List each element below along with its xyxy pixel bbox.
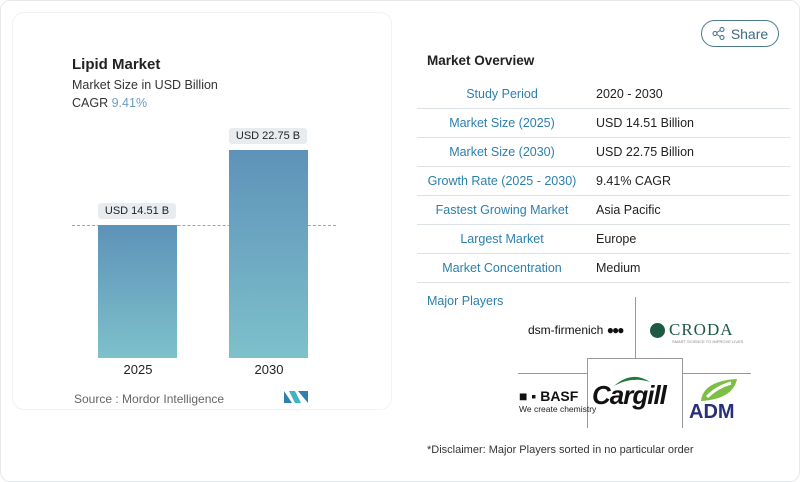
- overview-title: Market Overview: [427, 53, 535, 68]
- overview-row: Market Size (2030) USD 22.75 Billion: [417, 138, 790, 167]
- overview-key: Growth Rate (2025 - 2030): [427, 174, 577, 188]
- share-button[interactable]: Share: [701, 20, 779, 47]
- disclaimer: *Disclaimer: Major Players sorted in no …: [427, 444, 694, 456]
- chart-subtitle: Market Size in USD Billion: [72, 78, 218, 92]
- croda-logo: CRODA: [650, 320, 734, 340]
- overview-key: Market Size (2030): [449, 145, 555, 159]
- overview-row: Growth Rate (2025 - 2030) 9.41% CAGR: [417, 167, 790, 196]
- x-tick-label: 2030: [254, 362, 284, 377]
- overview-key: Market Size (2025): [449, 116, 555, 130]
- divider: [635, 297, 636, 358]
- cargill-box: [587, 358, 683, 428]
- overview-value: 2020 - 2030: [596, 87, 663, 101]
- mordor-logo-icon: [284, 391, 308, 403]
- bar-data-label: USD 22.75 B: [229, 128, 307, 144]
- adm-logo: ADM: [689, 401, 735, 423]
- share-label: Share: [730, 25, 769, 42]
- overview-row: Study Period 2020 - 2030: [417, 80, 790, 109]
- chart-title: Lipid Market: [72, 56, 161, 73]
- overview-key: Fastest Growing Market: [435, 203, 569, 217]
- overview-value: 9.41% CAGR: [596, 174, 672, 188]
- overview-value: Europe: [596, 232, 637, 246]
- overview-key: Market Concentration: [442, 261, 562, 275]
- reference-line: [72, 225, 336, 226]
- cagr-label: CAGR: [72, 96, 109, 110]
- overview-value: Asia Pacific: [596, 203, 661, 217]
- overview-row: Market Size (2025) USD 14.51 Billion: [417, 109, 790, 138]
- bar-2025: [98, 225, 177, 358]
- overview-key: Study Period: [466, 87, 538, 101]
- dsm-firmenich-logo: dsm-firmenich ●●●: [528, 323, 624, 337]
- cagr-value: 9.41%: [111, 96, 148, 110]
- overview-row: Largest Market Europe: [417, 225, 790, 254]
- overview-key: Largest Market: [460, 232, 544, 246]
- overview-value: Medium: [596, 261, 641, 275]
- bar-data-label: USD 14.51 B: [98, 203, 176, 220]
- major-players-title: Major Players: [427, 294, 504, 308]
- divider: [518, 373, 587, 374]
- adm-leaf-icon: [701, 379, 737, 401]
- overview-row: Fastest Growing Market Asia Pacific: [417, 196, 790, 225]
- chart-card: [12, 12, 392, 410]
- croda-tagline: SMART SCIENCE TO IMPROVE LIVES: [672, 339, 744, 344]
- cargill-logo: Cargill: [592, 380, 667, 410]
- chart-cagr: CAGR 9.41%: [72, 96, 147, 110]
- divider: [683, 373, 751, 374]
- overview-value: USD 14.51 Billion: [596, 116, 694, 130]
- share-icon: [712, 27, 725, 40]
- overview-value: USD 22.75 Billion: [596, 145, 694, 159]
- overview-row: Market Concentration Medium: [417, 254, 790, 283]
- cargill-leaf-icon: [614, 376, 650, 386]
- source-text: Source : Mordor Intelligence: [74, 392, 225, 406]
- basf-logo: ■ ▪ BASF We create chemistry: [519, 388, 597, 414]
- x-tick-label: 2025: [123, 362, 153, 377]
- bar-2030: [229, 150, 308, 358]
